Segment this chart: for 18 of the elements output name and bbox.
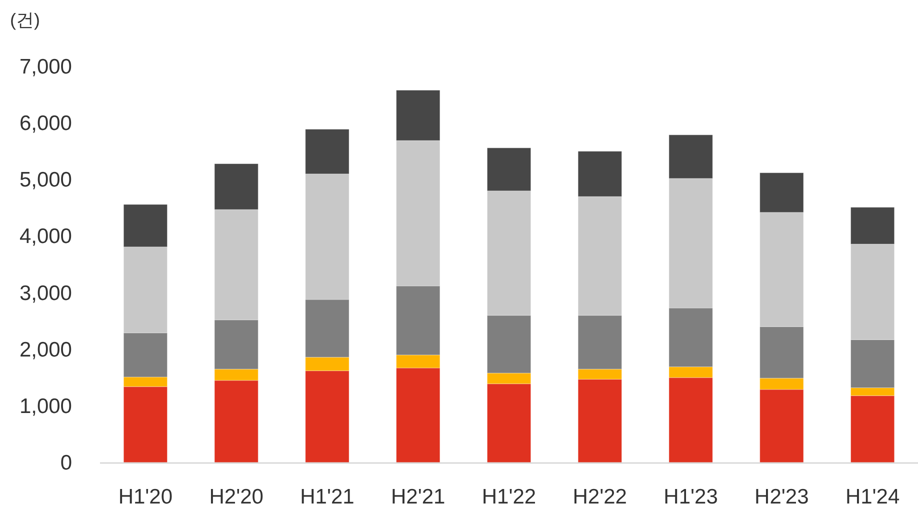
y-tick-label: 6,000 (19, 112, 72, 136)
y-tick-label: 7,000 (19, 56, 72, 78)
x-tick-label: H2'23 (754, 486, 809, 508)
y-axis-title: (건) (10, 10, 40, 30)
x-tick-label: H2'20 (209, 486, 264, 508)
x-tick-label: H1'23 (664, 486, 718, 508)
y-tick-label: 0 (60, 452, 72, 474)
x-tick-label: H1'21 (300, 486, 354, 508)
x-tick-label: H2'22 (572, 486, 627, 508)
x-tick-label: H1'22 (482, 486, 536, 508)
y-tick-label: 1,000 (19, 394, 72, 418)
y-tick-label: 3,000 (19, 282, 72, 305)
x-tick-label: H1'20 (118, 486, 173, 508)
x-tick-label: H1'24 (845, 486, 900, 508)
y-tick-label: 4,000 (19, 225, 72, 248)
y-tick-label: 5,000 (19, 168, 72, 192)
x-tick-label: H2'21 (391, 486, 446, 508)
y-tick-label: 2,000 (19, 338, 72, 362)
